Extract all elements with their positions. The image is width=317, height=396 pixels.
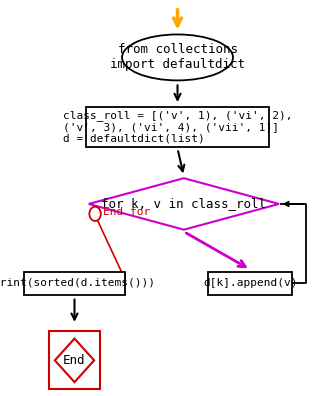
Text: End for: End for (103, 207, 150, 217)
Text: class_roll = [('v', 1), ('vi', 2),
('v', 3), ('vi', 4), ('vii', 1)]
d = defaultd: class_roll = [('v', 1), ('vi', 2), ('v',… (63, 110, 292, 144)
Ellipse shape (122, 34, 233, 80)
Text: print(sorted(d.items())): print(sorted(d.items())) (0, 278, 156, 288)
Polygon shape (55, 339, 94, 382)
Bar (86, 107, 269, 147)
Bar (49, 331, 100, 389)
Text: for k, v in class_roll: for k, v in class_roll (101, 198, 266, 210)
Bar (209, 272, 292, 295)
Text: from collections
import defaultdict: from collections import defaultdict (110, 44, 245, 71)
Text: End: End (63, 354, 86, 367)
Polygon shape (89, 178, 279, 230)
Text: d[k].append(v): d[k].append(v) (203, 278, 298, 288)
Bar (24, 272, 125, 295)
